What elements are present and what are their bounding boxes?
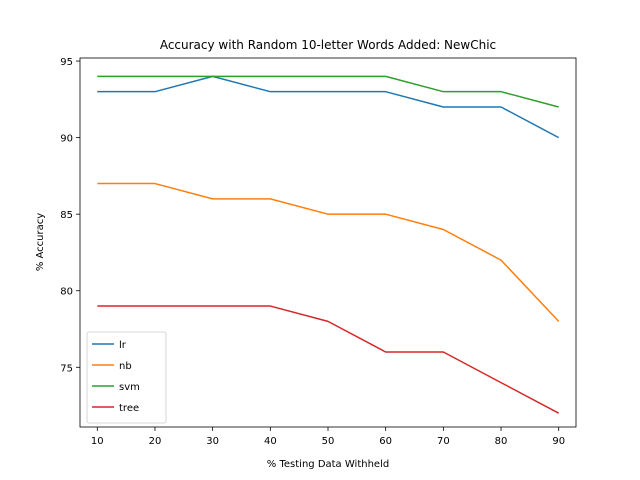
legend-label-tree: tree — [119, 403, 139, 414]
y-axis: 75 80 85 90 95 — [60, 57, 80, 374]
x-tick-label: 40 — [264, 436, 277, 447]
legend-label-nb: nb — [119, 361, 132, 372]
legend-box — [86, 331, 167, 424]
legend-label-lr: lr — [119, 340, 127, 351]
x-tick-label: 70 — [437, 436, 450, 447]
series-lines — [97, 75, 560, 414]
series-line-lr — [97, 75, 560, 139]
y-tick-label: 75 — [60, 363, 73, 374]
x-axis-label: % Testing Data Withheld — [267, 459, 389, 470]
series-line-svm — [97, 75, 559, 108]
series-line-tree — [97, 305, 560, 414]
x-tick-label: 30 — [206, 436, 219, 447]
x-axis: 10 20 30 40 50 60 70 80 90 — [91, 427, 565, 447]
y-tick-label: 95 — [60, 57, 73, 68]
y-tick-label: 80 — [60, 287, 73, 298]
x-tick-label: 60 — [379, 436, 392, 447]
y-axis-label: % Accuracy — [35, 213, 46, 271]
x-tick-label: 10 — [91, 436, 104, 447]
y-tick-label: 85 — [60, 210, 73, 221]
y-tick-label: 90 — [60, 134, 73, 145]
chart-title: Accuracy with Random 10-letter Words Add… — [160, 38, 496, 52]
x-tick-label: 80 — [495, 436, 508, 447]
series-line-nb — [97, 182, 560, 322]
legend: lr nb svm tree — [86, 331, 167, 424]
x-tick-label: 50 — [322, 436, 335, 447]
x-tick-label: 90 — [552, 436, 565, 447]
plot-frame — [79, 57, 577, 428]
x-tick-label: 20 — [149, 436, 162, 447]
legend-label-svm: svm — [119, 382, 140, 393]
